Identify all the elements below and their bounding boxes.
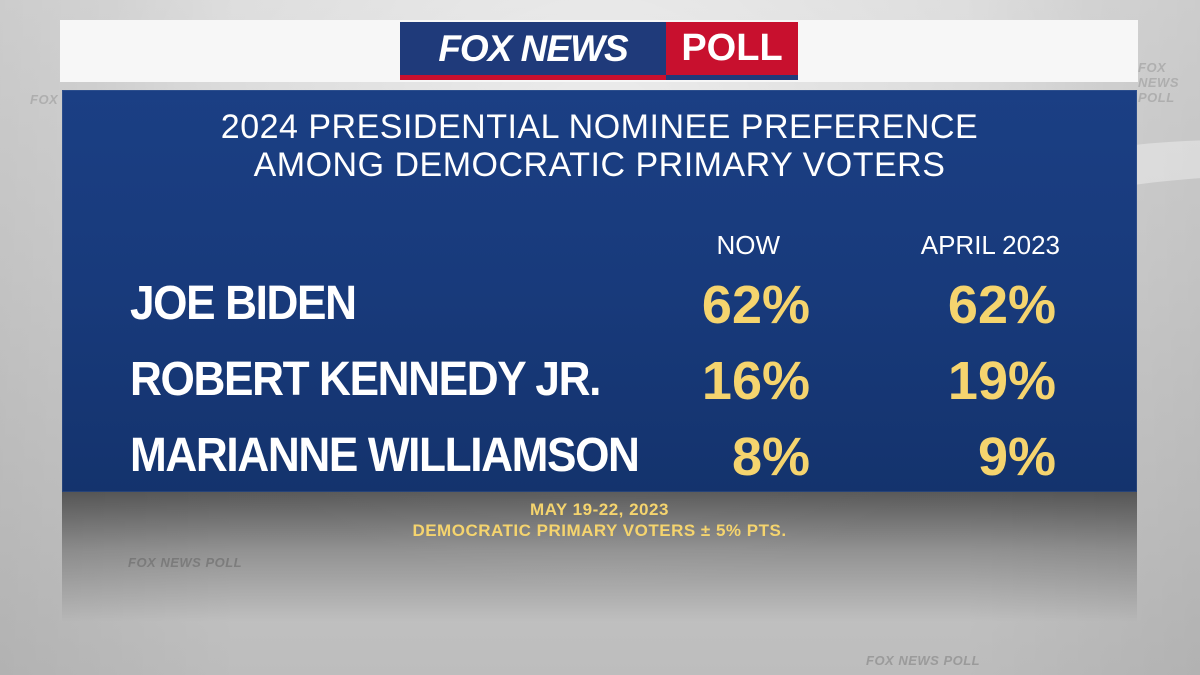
poll-panel: 2024 PRESIDENTIAL NOMINEE PREFERENCE AMO…: [62, 90, 1137, 492]
logo-badge: POLL: [666, 22, 798, 80]
candidate-name: MARIANNE WILLIAMSON: [130, 429, 640, 482]
value-now: 62%: [701, 275, 810, 335]
value-april-2023: 19%: [947, 351, 1056, 411]
candidate-name: JOE BIDEN: [130, 277, 357, 330]
background-watermark: FOX NEWS POLL: [866, 653, 981, 668]
table-row: MARIANNE WILLIAMSON 8% 9%: [62, 427, 1137, 502]
table-row: ROBERT KENNEDY JR. 16% 19%: [62, 351, 1137, 426]
column-header-now: NOW: [716, 230, 780, 260]
column-header-april-2023: APRIL 2023: [920, 230, 1060, 260]
value-april-2023: 62%: [947, 275, 1056, 335]
chart-subtitle: AMONG DEMOCRATIC PRIMARY VOTERS: [253, 146, 946, 184]
fox-news-poll-logo: FOX NEWS POLL: [400, 22, 798, 80]
chart-title: 2024 PRESIDENTIAL NOMINEE PREFERENCE: [220, 108, 979, 146]
candidate-name: ROBERT KENNEDY JR.: [130, 353, 601, 406]
poll-sample: DEMOCRATIC PRIMARY VOTERS ± 5% PTS.: [412, 521, 787, 540]
value-now: 16%: [701, 351, 810, 411]
logo-brand: FOX NEWS: [400, 22, 666, 80]
poll-dates: MAY 19-22, 2023: [530, 500, 669, 519]
value-april-2023: 9%: [977, 427, 1056, 487]
background-watermark: FOX NEWS POLL: [1138, 60, 1179, 105]
value-now: 8%: [731, 427, 810, 487]
panel-reflection: [62, 492, 1137, 622]
table-row: JOE BIDEN 62% 62%: [62, 275, 1137, 350]
